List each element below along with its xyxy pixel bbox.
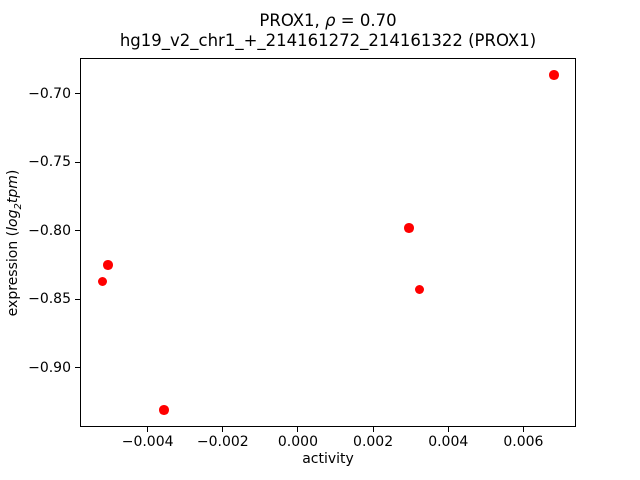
x-tick-mark (147, 427, 149, 432)
y-tick-mark (75, 298, 80, 300)
data-point (549, 70, 559, 80)
chart-title: PROX1, ρ = 0.70 hg19_v2_chr1_+_214161272… (80, 11, 576, 51)
ylabel-var: tpm (5, 175, 21, 204)
x-tick-mark (297, 427, 299, 432)
y-tick-label: −0.90 (28, 359, 71, 376)
x-tick-label: 0.002 (353, 434, 394, 450)
title-gene-prefix: PROX1, (259, 11, 326, 30)
title-rho-value: = 0.70 (335, 11, 397, 30)
x-axis-label: activity (302, 451, 354, 467)
x-tick-label: −0.004 (121, 434, 174, 450)
x-tick-mark (372, 427, 374, 432)
x-tick-label: −0.002 (196, 434, 249, 450)
x-tick-mark (522, 427, 524, 432)
y-tick-mark (75, 230, 80, 232)
x-tick-label: 0.000 (277, 434, 318, 450)
data-point (103, 260, 113, 270)
x-tick-label: 0.004 (428, 434, 469, 450)
chart-title-line1: PROX1, ρ = 0.70 (80, 11, 576, 31)
chart-subtitle: hg19_v2_chr1_+_214161272_214161322 (PROX… (119, 31, 537, 50)
data-point (414, 284, 425, 295)
x-tick-mark (222, 427, 224, 432)
data-point (404, 223, 414, 233)
y-tick-label: −0.80 (28, 222, 71, 239)
data-point (159, 405, 169, 415)
y-axis-label: expression (log2tpm) (3, 93, 24, 393)
y-tick-mark (75, 161, 80, 163)
data-point (97, 276, 108, 287)
y-tick-label: −0.75 (28, 154, 71, 171)
y-tick-label: −0.85 (28, 291, 71, 308)
rho-symbol: ρ (325, 11, 336, 30)
y-tick-mark (75, 367, 80, 369)
x-tick-label: 0.006 (503, 434, 544, 450)
y-tick-mark (75, 93, 80, 95)
plot-area (80, 58, 576, 427)
ylabel-subscript: 2 (12, 203, 24, 210)
x-tick-mark (447, 427, 449, 432)
y-tick-label: −0.70 (28, 85, 71, 102)
